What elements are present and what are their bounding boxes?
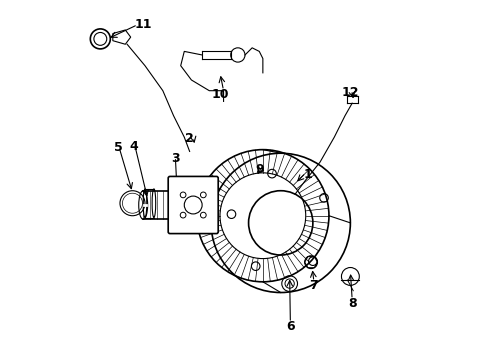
Text: 7: 7 (310, 279, 318, 292)
Text: 2: 2 (185, 132, 194, 145)
Text: 4: 4 (130, 140, 139, 153)
Text: 12: 12 (342, 86, 359, 99)
Text: 6: 6 (286, 320, 294, 333)
Text: 3: 3 (171, 152, 180, 165)
Text: 5: 5 (114, 141, 122, 154)
Text: 8: 8 (348, 297, 357, 310)
Text: 10: 10 (211, 88, 229, 101)
FancyBboxPatch shape (168, 176, 218, 234)
Text: 11: 11 (134, 18, 152, 31)
Text: 1: 1 (303, 168, 312, 181)
Text: 9: 9 (255, 163, 264, 176)
